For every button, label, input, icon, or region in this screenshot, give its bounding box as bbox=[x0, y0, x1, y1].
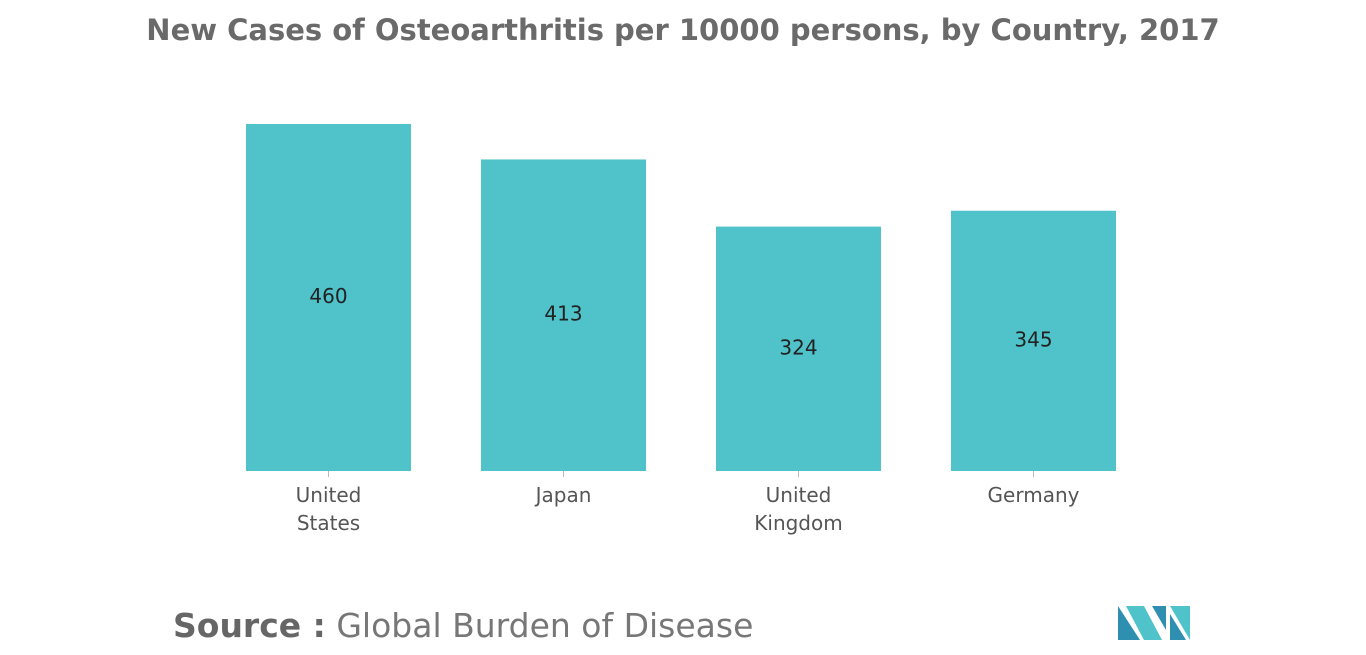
logo bbox=[1118, 606, 1190, 640]
source-text: Global Burden of Disease bbox=[336, 606, 754, 645]
bar bbox=[481, 159, 646, 471]
source-label: Source : bbox=[173, 606, 326, 645]
x-tick-label: Japan bbox=[535, 483, 592, 507]
bar bbox=[716, 226, 881, 471]
value-label: 413 bbox=[544, 302, 582, 326]
source: Source : Global Burden of Disease bbox=[173, 606, 753, 645]
value-label: 460 bbox=[309, 284, 347, 308]
bar bbox=[246, 124, 411, 471]
value-label: 345 bbox=[1014, 327, 1052, 351]
x-tick-label: United Kingdom bbox=[754, 483, 843, 535]
bar bbox=[951, 210, 1116, 471]
x-tick-label: Germany bbox=[987, 483, 1080, 507]
x-tick-label: United States bbox=[295, 483, 362, 535]
value-label: 324 bbox=[779, 335, 817, 359]
chart-title: New Cases of Osteoarthritis per 10000 pe… bbox=[146, 13, 1219, 47]
